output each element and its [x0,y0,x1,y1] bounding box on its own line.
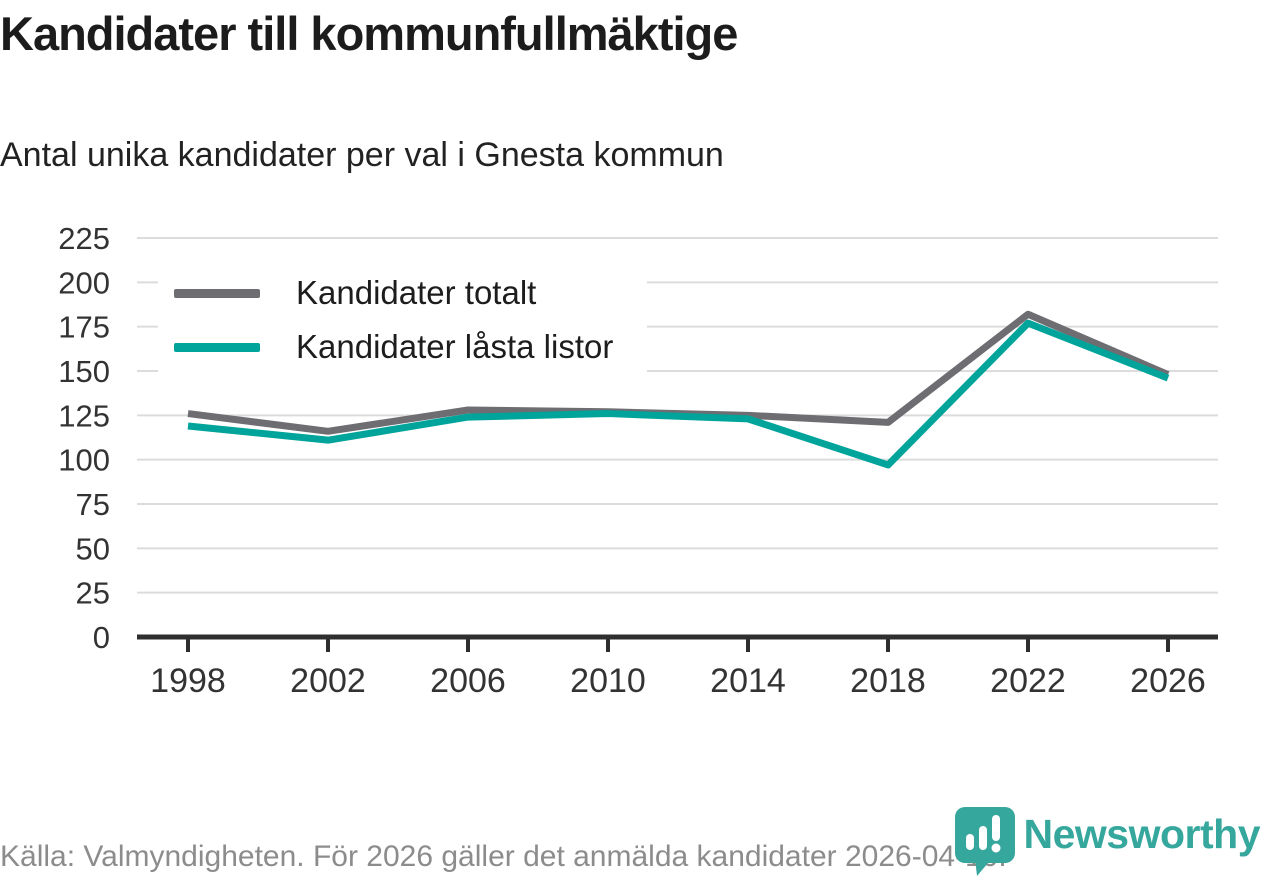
chart-legend: Kandidater totalt Kandidater låsta listo… [158,266,648,378]
y-axis-tick-label: 0 [93,620,110,655]
y-axis-tick-label: 100 [58,443,110,478]
x-axis-tick-label: 2010 [570,662,646,700]
x-axis-tick-label: 2014 [710,662,786,700]
legend-swatch-locked-lists [174,342,260,352]
legend-label-total: Kandidater totalt [296,274,537,311]
source-note: Källa: Valmyndigheten. För 2026 gäller d… [0,840,1007,873]
legend-item-total: Kandidater totalt [174,274,613,312]
y-axis-tick-label: 175 [58,310,110,345]
y-axis-tick-label: 150 [58,354,110,389]
x-axis-tick-label: 1998 [150,662,226,700]
legend-item-locked-lists: Kandidater låsta listor [174,328,613,366]
legend-label-locked-lists: Kandidater låsta listor [296,328,614,365]
x-axis-tick-label: 2002 [290,662,366,700]
legend-swatch-total [174,288,260,298]
x-axis-tick-label: 2026 [1130,662,1206,700]
page-title: Kandidater till kommunfullmäktige [0,7,738,60]
x-axis-tick-label: 2006 [430,662,506,700]
chart-subtitle: Antal unika kandidater per val i Gnesta … [0,136,724,174]
series-line-1 [187,319,1170,469]
newsworthy-logo-text: Newsworthy [1023,810,1261,857]
y-axis-tick-label: 125 [58,398,110,433]
y-axis-tick-label: 225 [58,221,110,256]
x-axis-tick-label: 2022 [990,662,1066,700]
newsworthy-pin-icon [954,807,1015,876]
y-axis-tick-label: 75 [76,487,110,522]
y-axis-tick-label: 50 [76,531,110,566]
newsworthy-logo: Newsworthy [953,806,1261,876]
y-axis-tick-label: 25 [76,576,110,611]
x-axis-tick-label: 2018 [850,662,926,700]
y-axis-tick-label: 200 [58,265,110,300]
